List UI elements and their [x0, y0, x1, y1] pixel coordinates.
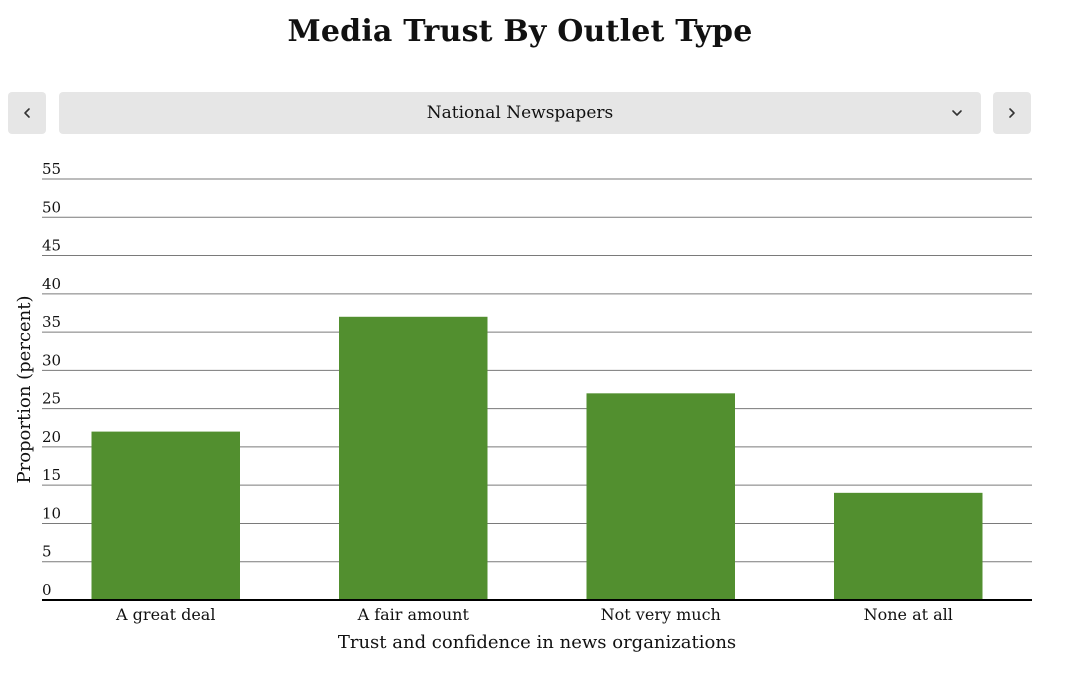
next-button[interactable]	[993, 92, 1031, 134]
y-tick-label: 15	[42, 466, 61, 484]
x-tick-label: A fair amount	[357, 605, 470, 624]
x-tick-label: Not very much	[601, 605, 721, 624]
bars	[91, 316, 983, 600]
y-tick-label: 30	[42, 351, 61, 369]
bar	[339, 316, 488, 600]
y-tick-label: 10	[42, 504, 61, 522]
selected-outlet-label: National Newspapers	[426, 103, 614, 123]
y-tick-label: 50	[42, 198, 61, 216]
chevron-down-icon	[952, 110, 962, 116]
bar	[834, 492, 983, 600]
outlet-type-dropdown[interactable]: National Newspapers	[59, 92, 981, 134]
y-tick-label: 55	[42, 160, 61, 178]
x-tick-label: A great deal	[115, 605, 215, 624]
y-axis-title: Proportion (percent)	[14, 295, 35, 483]
bar	[586, 393, 735, 600]
x-tick-label: None at all	[864, 605, 953, 624]
bar	[91, 431, 240, 600]
y-tick-label: 35	[42, 313, 61, 331]
x-axis-title: Trust and confidence in news organizatio…	[338, 632, 736, 653]
chart-title: Media Trust By Outlet Type	[287, 14, 753, 49]
y-tick-labels: 0 5 10 15 20 25 30 35 40 45 50 55	[42, 160, 61, 599]
y-tick-label: 25	[42, 390, 61, 408]
bar-chart: 0 5 10 15 20 25 30 35 40 45 50 55 A great deal A fai…	[14, 160, 1032, 653]
y-tick-label: 45	[42, 237, 61, 255]
y-tick-label: 5	[42, 543, 52, 561]
previous-button[interactable]	[8, 92, 46, 134]
y-tick-label: 0	[42, 581, 52, 599]
chevron-right-icon	[1009, 108, 1015, 118]
x-tick-labels: A great deal A fair amount Not very much No…	[115, 605, 953, 624]
y-tick-label: 20	[42, 428, 61, 446]
y-tick-label: 40	[42, 275, 61, 293]
chevron-left-icon	[24, 108, 30, 118]
